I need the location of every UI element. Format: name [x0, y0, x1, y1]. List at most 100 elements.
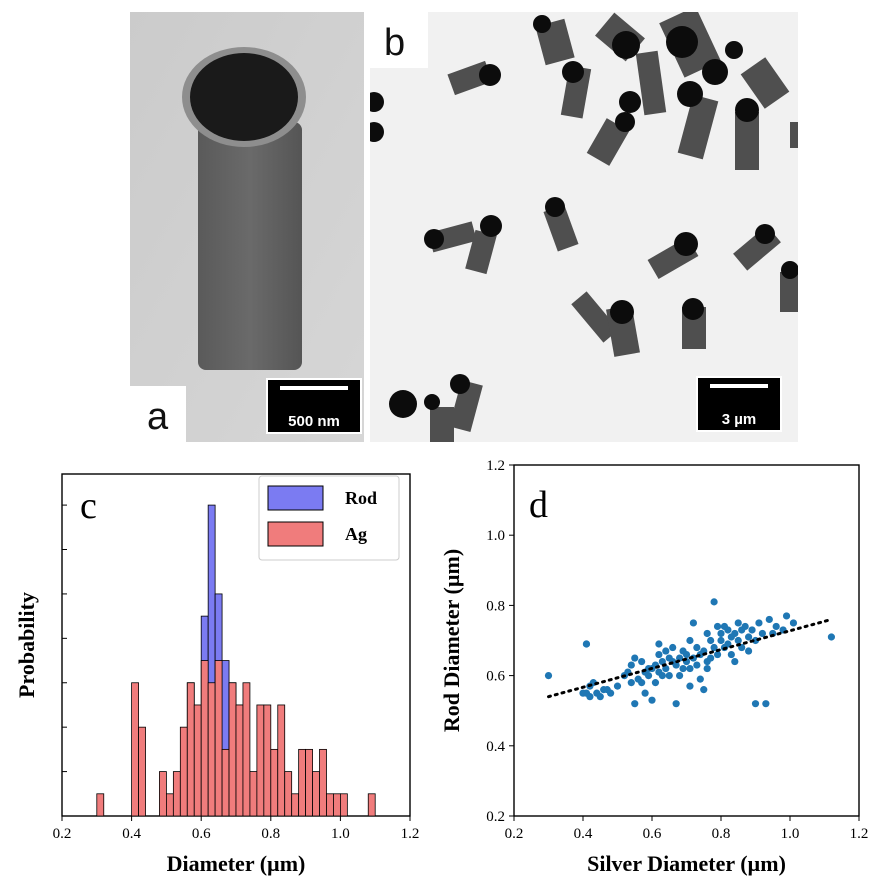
scatter-point — [758, 629, 766, 638]
scatter-point — [669, 643, 677, 652]
panel-d-letter: d — [529, 484, 548, 526]
histogram-bar-ag — [305, 748, 313, 817]
scatter-point — [686, 636, 694, 645]
histogram-bar-ag — [339, 793, 348, 817]
scatter-point — [710, 598, 718, 606]
scatter-point — [682, 650, 691, 659]
histogram-bar-ag — [242, 682, 251, 817]
histogram-bar-ag — [221, 748, 230, 817]
panel-a-letter-box — [130, 386, 186, 442]
scatter-point — [662, 664, 670, 673]
legend-swatch-rod — [267, 485, 324, 511]
scatter-point — [827, 633, 835, 641]
x-tick-label: 0.2 — [505, 826, 524, 842]
scatter-point — [700, 686, 708, 694]
scatter-point — [655, 650, 663, 659]
scale-bar-label: 500 nm — [288, 413, 340, 430]
scatter-point — [745, 633, 753, 641]
scatter-point — [665, 672, 673, 680]
scatter-point — [586, 693, 594, 701]
scatter-point — [789, 619, 798, 627]
scatter-point — [679, 664, 687, 673]
scatter-point — [648, 696, 656, 704]
scatter-point — [641, 689, 649, 697]
legend-swatch-ag — [267, 521, 324, 547]
scatter-point — [662, 647, 670, 655]
x-tick-label: 1.0 — [331, 826, 350, 842]
scatter-point — [724, 626, 732, 634]
x-tick-label: 0.2 — [53, 826, 72, 842]
histogram-bar-ag — [186, 682, 195, 817]
histogram-bar-ag — [159, 771, 167, 817]
scatter-chart: 0.2 0.4 0.6 0.8 1.0 1.2 0.2 0.4 0.6 0.8 1.0 1.2 Silv… — [439, 458, 869, 876]
histogram-bar-ag — [138, 726, 146, 817]
histogram-bar-ag — [263, 704, 272, 817]
histogram-bar-ag — [270, 748, 279, 817]
x-tick-label: 1.2 — [401, 826, 420, 842]
histogram-bar-ag — [367, 793, 376, 817]
scatter-point — [741, 622, 749, 631]
scale-bar-500nm: 500 nm — [266, 378, 362, 434]
histogram-bar-ag — [207, 682, 216, 817]
scatter-point — [644, 672, 653, 680]
panel-b-letter-box — [370, 12, 428, 68]
scatter-point — [655, 640, 663, 648]
histogram-bar-ag — [214, 660, 223, 817]
scatter-point — [696, 675, 704, 683]
histogram-bar-ag — [256, 704, 265, 817]
x-tick-label: 0.6 — [643, 826, 662, 842]
scatter-point — [627, 679, 635, 687]
scatter-point — [765, 615, 773, 624]
x-tick-label: 0.4 — [122, 826, 141, 842]
histogram-bar-ag — [319, 748, 327, 817]
scatter-point — [782, 612, 791, 620]
scatter-point — [734, 636, 742, 645]
scatter-point — [731, 657, 739, 666]
x-tick-label: 0.8 — [712, 826, 731, 842]
y-tick-label: 1.0 — [486, 528, 505, 544]
scatter-point — [772, 622, 780, 631]
y-tick-label: 0.2 — [486, 809, 505, 825]
x-tick-label: 1.2 — [850, 826, 869, 842]
y-axis-label: Probability — [14, 592, 39, 698]
scatter-point — [707, 654, 715, 662]
y-tick-label: 0.8 — [486, 598, 505, 614]
histogram-bar-ag — [165, 793, 174, 817]
histogram-bar-ag — [291, 793, 300, 817]
scatter-point — [607, 689, 615, 697]
histogram-bar-ag — [312, 771, 320, 817]
scale-bar-line — [710, 384, 768, 388]
scatter-point — [707, 636, 715, 645]
scatter-point — [676, 672, 684, 680]
x-axis-label: Silver Diameter (µm) — [587, 851, 786, 876]
scatter-point — [686, 664, 694, 673]
x-tick-label: 0.4 — [574, 826, 593, 842]
scatter-point — [717, 629, 725, 638]
histogram-bar-ag — [333, 793, 341, 817]
scatter-point — [727, 650, 735, 659]
histogram-bar-ag — [172, 771, 181, 817]
scatter-point — [658, 672, 666, 680]
scatter-point — [762, 700, 770, 708]
scale-bar-label: 3 µm — [721, 411, 757, 428]
panel-a-tem-image — [130, 12, 364, 442]
legend: Rod Ag — [258, 475, 400, 561]
scatter-point — [703, 629, 711, 638]
scale-bar-line — [280, 386, 348, 390]
scatter-point — [658, 657, 666, 666]
histogram-bar-ag — [179, 726, 188, 817]
y-axis-label: Rod Diameter (µm) — [439, 549, 464, 732]
scatter-point — [613, 682, 622, 690]
histogram-bar-ag — [193, 704, 202, 817]
histogram-bar-ag — [131, 682, 139, 817]
scatter-point — [627, 661, 635, 669]
y-tick-label: 0.6 — [486, 669, 505, 685]
scatter-point — [631, 700, 639, 708]
scatter-point — [638, 657, 646, 666]
scale-bar-3um: 3 µm — [696, 376, 782, 432]
scatter-point — [755, 619, 763, 627]
histogram-chart: 0.2 0.4 0.6 0.8 1.0 1.2 Diameter (µm) Probabili… — [14, 473, 420, 876]
scatter-point — [651, 679, 660, 687]
histogram-bar-ag — [228, 682, 237, 817]
histogram-bar-ag — [235, 704, 244, 817]
